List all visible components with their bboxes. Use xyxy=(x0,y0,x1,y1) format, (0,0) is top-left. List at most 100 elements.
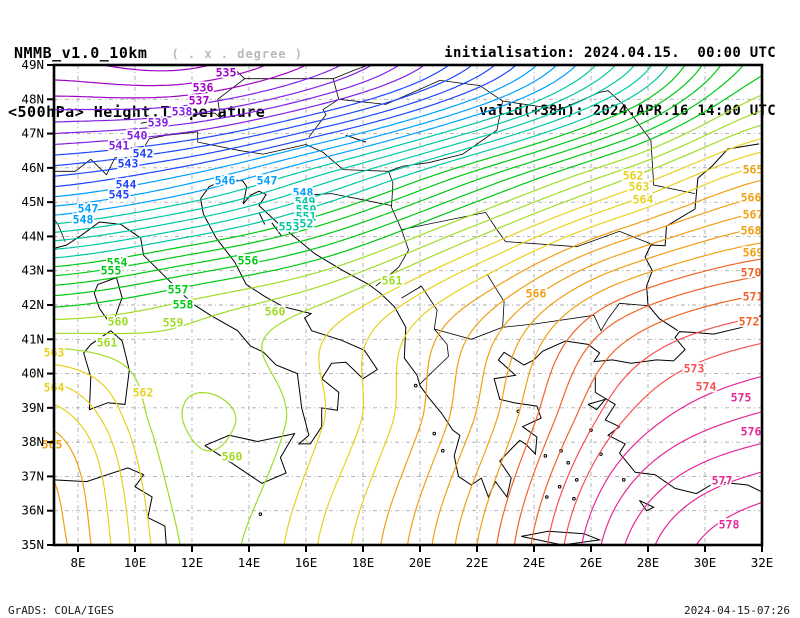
chart-header-right: initialisation: 2024.04.15. 00:00 UTC va… xyxy=(444,5,776,159)
contour-label: 539 xyxy=(148,116,169,130)
contour-541 xyxy=(54,65,426,146)
lat-tick-label: 38N xyxy=(21,434,44,449)
contour-538 xyxy=(54,65,342,111)
lon-tick-label: 14E xyxy=(238,555,261,570)
contour-label: 563 xyxy=(629,180,650,194)
contour-565 xyxy=(54,179,762,545)
model-title: NMMB_v1.0_10km xyxy=(14,44,148,62)
contour-label: 559 xyxy=(163,316,184,330)
contour-label: 560 xyxy=(108,315,129,329)
creation-timestamp: 2024-04-15-07:26 xyxy=(684,604,790,617)
contour-label: 577 xyxy=(712,474,733,488)
contour-562 xyxy=(54,137,762,545)
border-line xyxy=(305,79,504,172)
coastline xyxy=(271,222,283,237)
lat-tick-label: 46N xyxy=(21,160,44,175)
lon-tick-label: 24E xyxy=(523,555,546,570)
lon-axis: 8E 10E 12E 14E 16E 18E 20E 22E 24E 26E 28E 30E 32E xyxy=(70,545,773,570)
contour-564 xyxy=(54,165,762,545)
contour-label: 550 xyxy=(296,203,317,217)
contour-label: 557 xyxy=(168,283,189,297)
contour-545 xyxy=(54,65,517,188)
contour-544 xyxy=(54,65,496,177)
contour-553 xyxy=(54,65,669,259)
contour-label: 560 xyxy=(222,450,243,464)
coastline xyxy=(521,530,602,545)
contour-548 xyxy=(54,65,577,216)
lat-tick-label: 49N xyxy=(21,57,44,72)
contour-556 xyxy=(54,65,722,286)
contour-label: 558 xyxy=(173,298,194,312)
lon-tick-label: 8E xyxy=(70,555,85,570)
contour-label: 538 xyxy=(172,105,193,119)
lat-tick-label: 48N xyxy=(21,91,44,106)
lat-tick-label: 47N xyxy=(21,126,44,141)
contour-label: 573 xyxy=(684,362,705,376)
border-line xyxy=(486,273,649,332)
contour-575 xyxy=(581,375,762,545)
island-dot xyxy=(621,478,626,482)
contour-563 xyxy=(54,151,762,545)
lat-axis: 49N 48N 47N 46N 45N 44N 43N 42N 41N 40N 39N 38N 37N 3… xyxy=(21,57,54,552)
contour-540 xyxy=(54,65,400,135)
contour-label: 535 xyxy=(216,66,237,80)
coastline xyxy=(93,276,123,327)
contour-label: 546 xyxy=(215,174,236,188)
contour-537 xyxy=(54,65,307,99)
coastline xyxy=(204,432,296,484)
island-dot xyxy=(441,448,445,453)
contour-549 xyxy=(54,65,597,225)
lon-tick-label: 32E xyxy=(751,555,774,570)
contour-label: 566 xyxy=(741,191,762,205)
lat-tick-label: 45N xyxy=(21,194,44,209)
island-dot xyxy=(566,460,571,465)
border-line xyxy=(332,65,369,80)
contour-543 xyxy=(54,65,473,167)
border-line xyxy=(231,66,245,79)
border-line xyxy=(54,131,307,176)
contour-label: 565 xyxy=(743,163,764,177)
lon-tick-label: 16E xyxy=(295,555,318,570)
contour-561 xyxy=(54,124,762,545)
contour-lines xyxy=(54,65,762,545)
lon-tick-label: 12E xyxy=(181,555,204,570)
contour-label: 567 xyxy=(743,208,764,222)
contour-542 xyxy=(54,65,450,156)
contour-579 xyxy=(695,501,762,545)
island-dots xyxy=(258,383,626,516)
contour-536 xyxy=(54,65,267,87)
contour-547 xyxy=(54,65,558,207)
contour-577 xyxy=(624,442,762,545)
contour-label: 548 xyxy=(73,213,94,227)
contour-576 xyxy=(600,411,762,545)
island-dot xyxy=(557,484,562,489)
contour-573 xyxy=(546,315,762,545)
contour-label: 552 xyxy=(293,217,314,231)
contour-label: 564 xyxy=(633,193,654,207)
contour-labels: 5355365375385395405415425435445455475485… xyxy=(40,64,765,534)
contour-label: 562 xyxy=(133,386,154,400)
contour-578 xyxy=(654,471,762,545)
contour-551 xyxy=(54,65,635,242)
lon-tick-label: 20E xyxy=(409,555,432,570)
lat-tick-label: 39N xyxy=(21,400,44,415)
lon-tick-label: 22E xyxy=(466,555,489,570)
border-line xyxy=(434,326,503,340)
contour-label: 540 xyxy=(127,129,148,143)
contour-550 xyxy=(54,65,616,233)
contour-label: 561 xyxy=(382,274,403,288)
contour-label: 576 xyxy=(741,425,762,439)
contour-label: 551 xyxy=(296,210,317,224)
contour-572 xyxy=(530,294,762,545)
contour-label: 562 xyxy=(623,169,644,183)
contour-554 xyxy=(54,65,686,268)
island-dot xyxy=(413,383,418,388)
contour-label: 544 xyxy=(116,178,137,192)
coastline xyxy=(258,212,266,225)
grads-credit: GrADS: COLA/IGES xyxy=(8,604,114,617)
contour-label: 543 xyxy=(118,157,139,171)
island-dot xyxy=(545,495,549,499)
island-dot xyxy=(258,512,263,516)
contour-label: 545 xyxy=(109,188,130,202)
